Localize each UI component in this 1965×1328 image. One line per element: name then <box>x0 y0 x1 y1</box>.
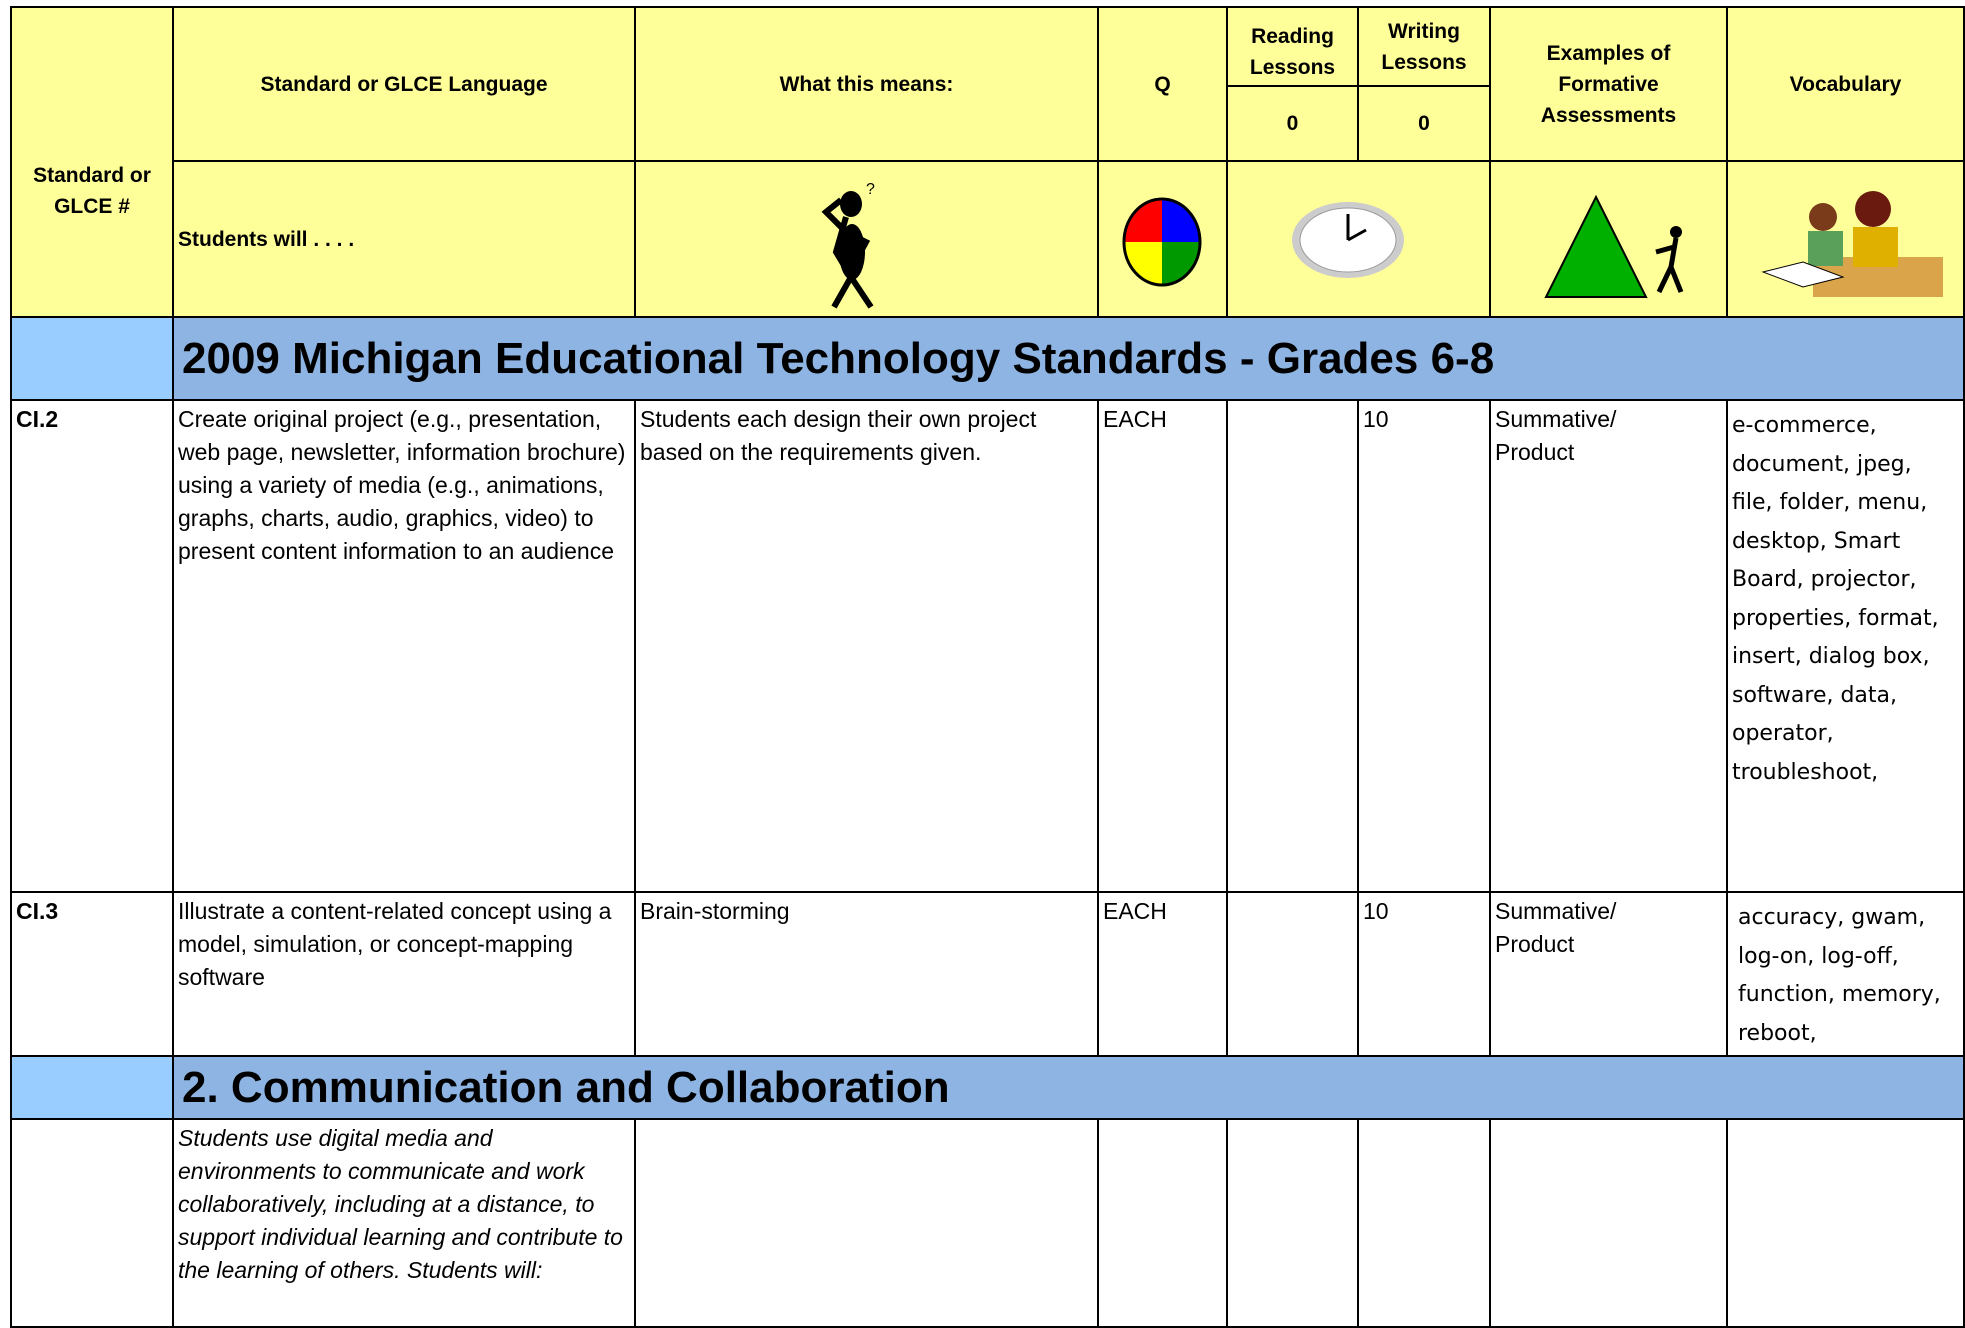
empty-cell <box>1726 1118 1965 1328</box>
section-banner: 2009 Michigan Educational Technology Sta… <box>172 316 1965 401</box>
clock-icon <box>1292 202 1404 278</box>
empty-cell <box>10 1118 174 1328</box>
icon-cell <box>1226 160 1491 318</box>
header-formative: Examples of Formative Assessments <box>1489 6 1728 162</box>
section-intro: Students use digital media and environme… <box>172 1118 636 1328</box>
header-writing: Writing Lessons <box>1357 6 1491 87</box>
icon-cell <box>1489 160 1728 318</box>
writing-count: 0 <box>1357 85 1491 162</box>
assessment: Summative/ Product <box>1489 399 1728 893</box>
standard-language: Create original project (e.g., presentat… <box>172 399 636 893</box>
svg-text:?: ? <box>866 182 875 198</box>
empty-cell <box>1357 1118 1491 1328</box>
q: EACH <box>1097 399 1228 893</box>
triangle-icon <box>1544 194 1684 298</box>
empty-cell <box>634 1118 1099 1328</box>
header-standard-no: Standard or GLCE # <box>10 6 174 318</box>
thinker-icon: ? <box>821 182 875 309</box>
header-language: Standard or GLCE Language <box>172 6 636 162</box>
section-banner: 2. Communication and Collaboration <box>172 1055 1965 1120</box>
vocabulary: accuracy, gwam, log-on, log-off, functio… <box>1726 891 1965 1057</box>
standard-language: Illustrate a content-related concept usi… <box>172 891 636 1057</box>
standard-id: CI.3 <box>10 891 174 1057</box>
icon-cell <box>1097 160 1228 318</box>
q: EACH <box>1097 891 1228 1057</box>
empty-cell <box>1489 1118 1728 1328</box>
banner-cell <box>10 1055 174 1120</box>
readers-icon <box>1761 191 1943 297</box>
reading-cell <box>1226 399 1359 893</box>
icon-cell <box>1726 160 1965 318</box>
empty-cell <box>1226 1118 1359 1328</box>
icon-cell: ? <box>634 160 1099 318</box>
header-students-will: Students will . . . . <box>172 160 636 318</box>
means: Brain-storming <box>634 891 1099 1057</box>
reading-count: 0 <box>1226 85 1359 162</box>
header-means: What this means: <box>634 6 1099 162</box>
vocabulary: e-commerce, document, jpeg, file, folder… <box>1726 399 1965 893</box>
reading-cell <box>1226 891 1359 1057</box>
header-reading: Reading Lessons <box>1226 6 1359 87</box>
means: Students each design their own project b… <box>634 399 1099 893</box>
header-vocabulary: Vocabulary <box>1726 6 1965 162</box>
assessment: Summative/ Product <box>1489 891 1728 1057</box>
banner-cell <box>10 316 174 401</box>
quadrant-icon <box>1122 197 1202 287</box>
writing: 10 <box>1357 891 1491 1057</box>
empty-cell <box>1097 1118 1228 1328</box>
header-q: Q <box>1097 6 1228 162</box>
writing: 10 <box>1357 399 1491 893</box>
standard-id: CI.2 <box>10 399 174 893</box>
